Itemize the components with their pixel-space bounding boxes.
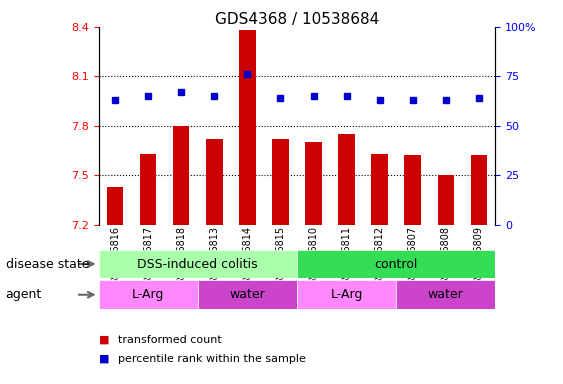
Bar <box>272 139 289 225</box>
Bar <box>107 187 123 225</box>
Bar <box>99 250 297 278</box>
Bar <box>297 250 495 278</box>
Text: ■: ■ <box>99 354 109 364</box>
Bar <box>173 126 190 225</box>
Text: control: control <box>374 258 418 270</box>
Bar <box>471 156 487 225</box>
Bar <box>396 280 495 309</box>
Bar <box>198 280 297 309</box>
Text: percentile rank within the sample: percentile rank within the sample <box>118 354 306 364</box>
Text: water: water <box>230 288 265 301</box>
Bar <box>437 175 454 225</box>
Text: DSS-induced colitis: DSS-induced colitis <box>137 258 258 270</box>
Bar <box>305 142 322 225</box>
Bar <box>338 134 355 225</box>
Text: transformed count: transformed count <box>118 335 222 345</box>
Text: agent: agent <box>6 288 42 301</box>
Bar <box>404 156 421 225</box>
Bar <box>297 280 396 309</box>
Bar <box>140 154 157 225</box>
Text: ■: ■ <box>99 335 109 345</box>
Text: disease state: disease state <box>6 258 89 270</box>
Bar <box>372 154 388 225</box>
Bar <box>99 280 198 309</box>
Text: L-Arg: L-Arg <box>330 288 363 301</box>
Text: water: water <box>428 288 464 301</box>
Text: L-Arg: L-Arg <box>132 288 164 301</box>
Text: GDS4368 / 10538684: GDS4368 / 10538684 <box>215 12 379 26</box>
Bar <box>239 30 256 225</box>
Bar <box>206 139 222 225</box>
